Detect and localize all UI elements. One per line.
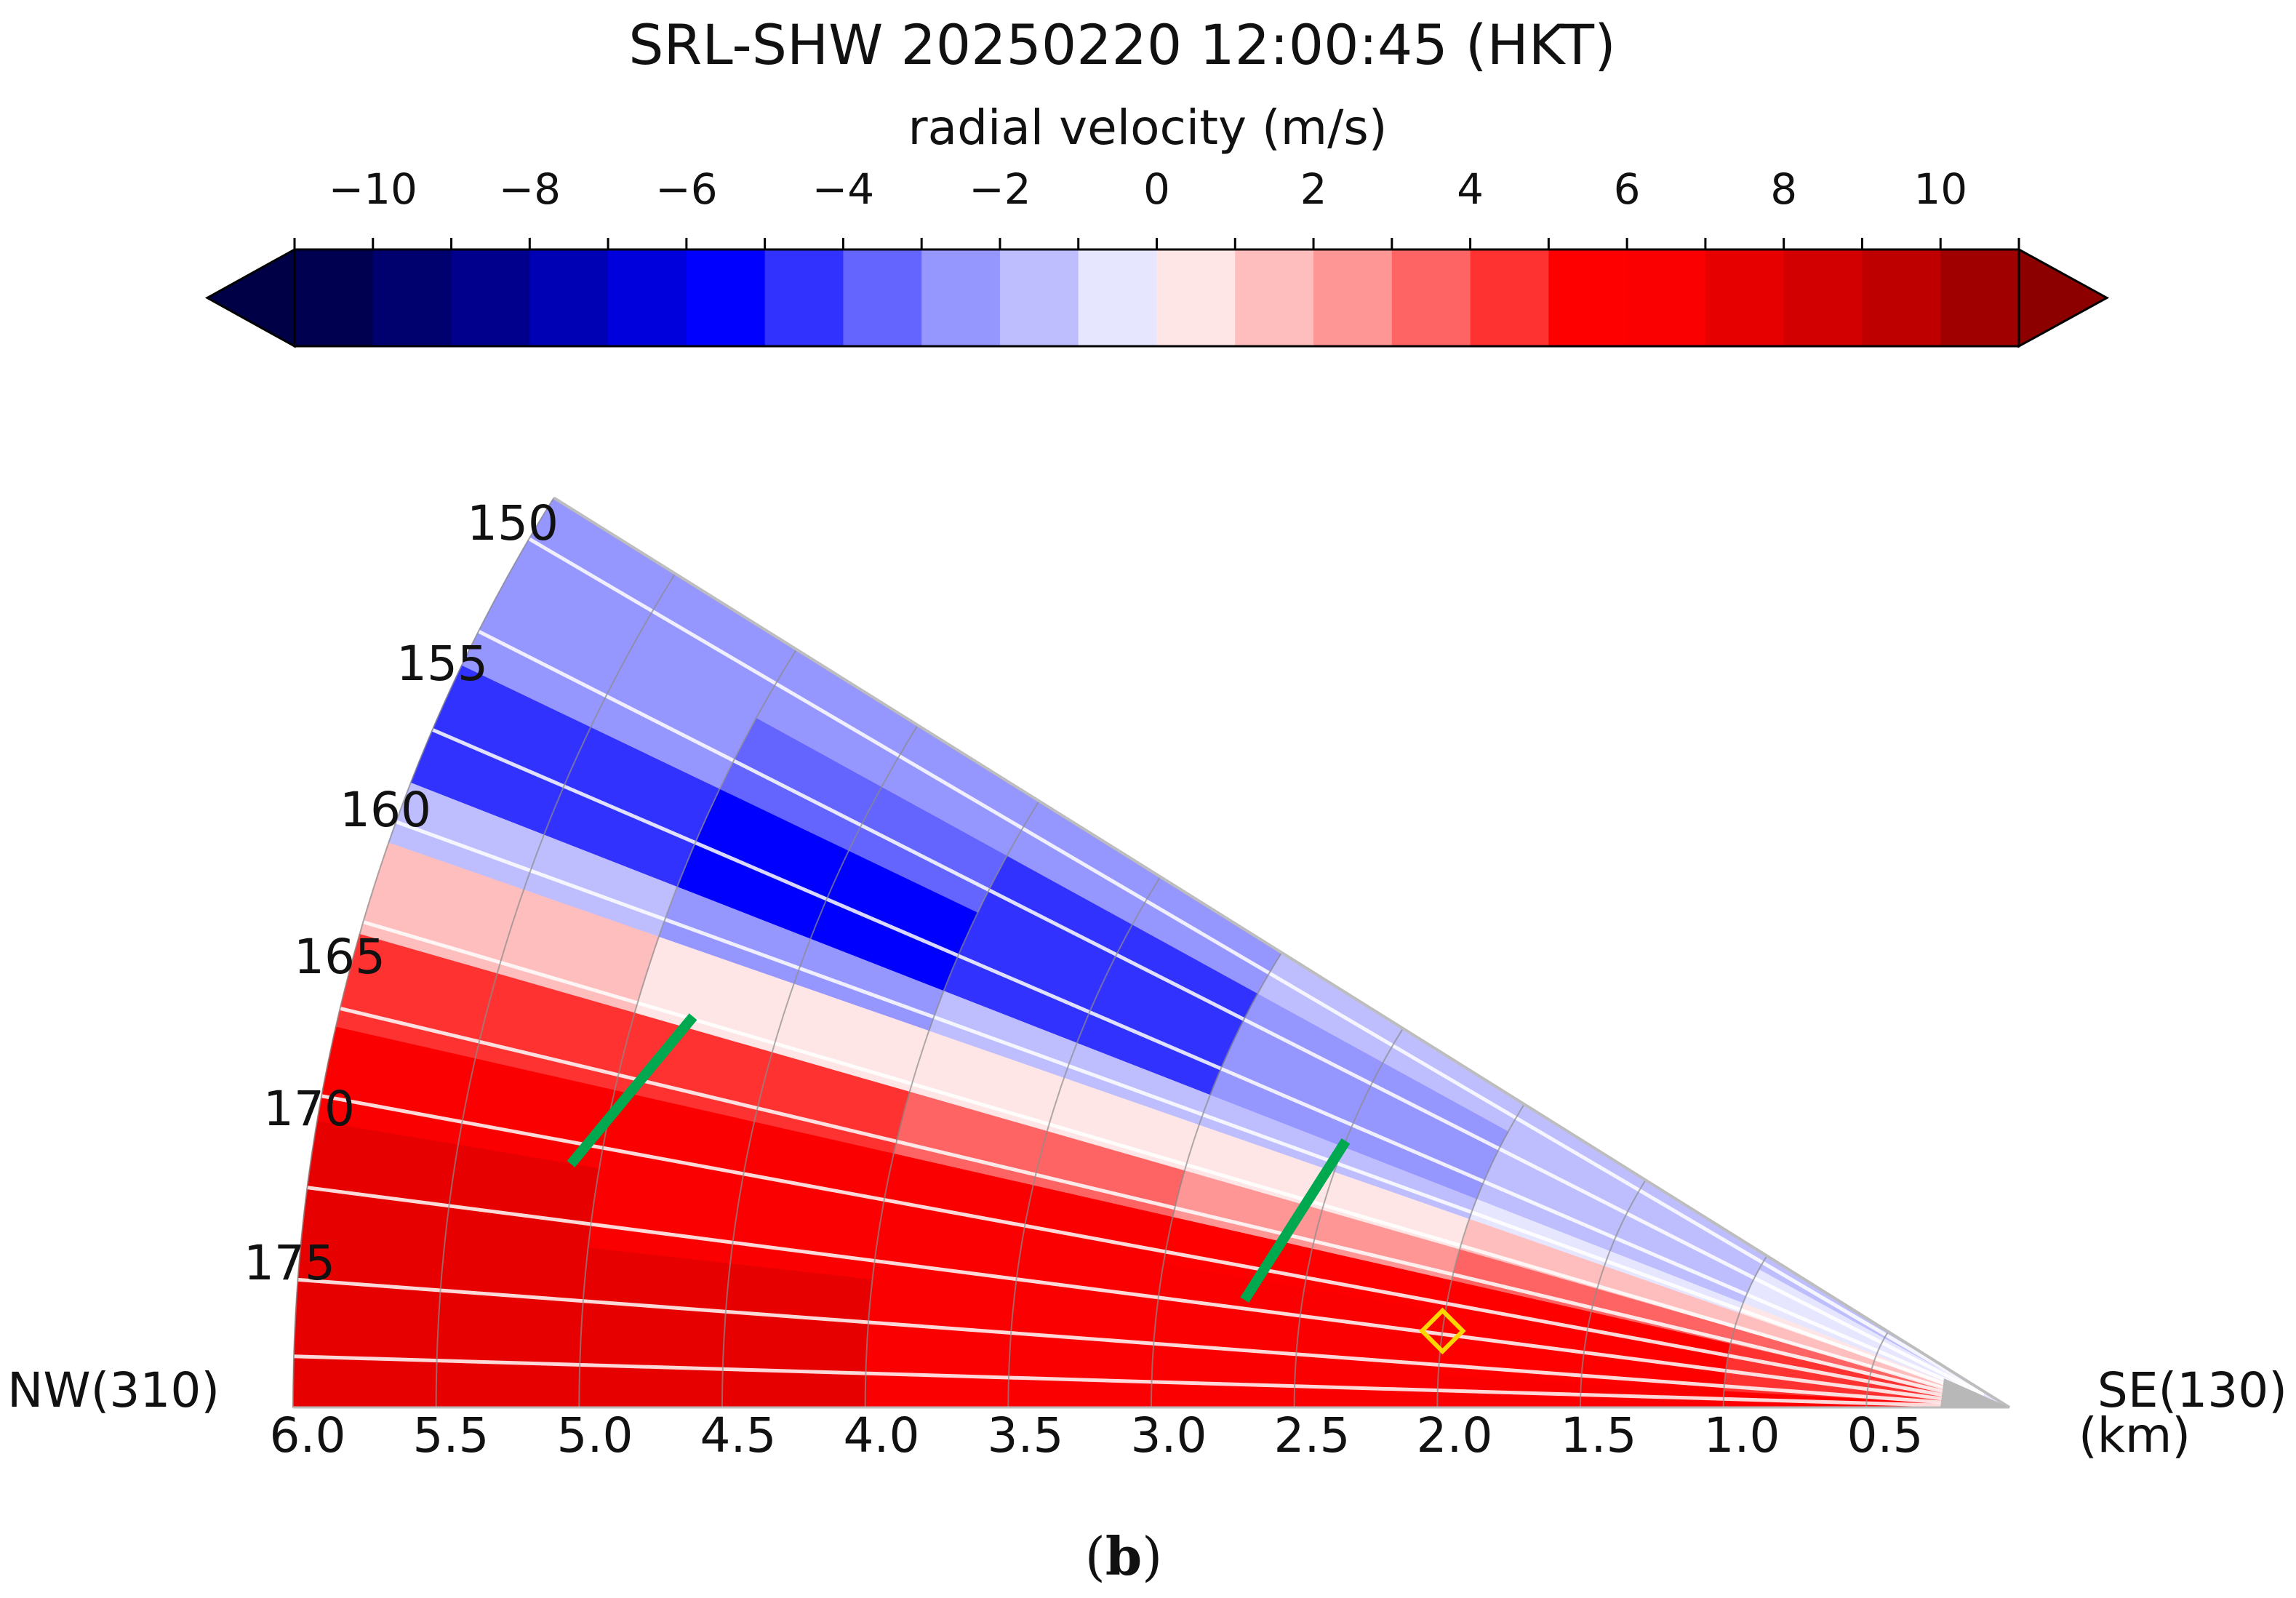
elevation-tick-label: 175: [244, 1235, 335, 1291]
colorbar-tick-label: 4: [1457, 164, 1484, 214]
range-grid: [292, 496, 2011, 1409]
annotations: [567, 1013, 1466, 1355]
scan-gap-line: [477, 629, 1985, 1397]
colorbar-tick-label: −2: [969, 164, 1031, 214]
panel-label-letter: b: [1105, 1525, 1142, 1587]
panel-label-close: ): [1142, 1526, 1162, 1587]
range-ring: [1007, 876, 1161, 1408]
scan-gap-line: [293, 1354, 1981, 1409]
range-ring: [1865, 1331, 1889, 1408]
range-tick-label: 3.0: [1131, 1407, 1207, 1463]
colorbar-bin: [764, 249, 844, 346]
range-ring: [1151, 952, 1283, 1408]
range-tick-label: 1.0: [1704, 1407, 1780, 1463]
colorbar: [204, 247, 2110, 348]
colorbar-tick-label: 0: [1143, 164, 1170, 214]
colorbar-label: radial velocity (m/s): [908, 100, 1388, 156]
elevation-tick-label: 155: [396, 636, 488, 692]
range-tick-label: 6.0: [270, 1407, 346, 1463]
range-tick-label: 2.5: [1274, 1407, 1351, 1463]
elevation-tick-label: 160: [340, 782, 431, 838]
range-ring: [721, 724, 919, 1408]
colorbar-tick-label: −10: [329, 164, 417, 214]
velocity-field: [292, 497, 2010, 1409]
range-tick-label: 0.5: [1847, 1407, 1924, 1463]
colorbar-bin: [921, 249, 1001, 346]
colorbar-bin: [1470, 249, 1550, 346]
colorbar-bin: [295, 249, 374, 346]
panel-label: (b): [1085, 1525, 1163, 1587]
axis-labels: 6.0 5.5 5.0 4.5 4.0 3.5 3.0 2.5 2.0 1.5 1.0 0.5 150 1…: [244, 495, 1923, 1463]
range-tick-label: 4.5: [700, 1407, 777, 1463]
range-unit-label: (km): [2079, 1407, 2191, 1463]
near-range-clutter: [1940, 1378, 2009, 1407]
colorbar-bin: [843, 249, 922, 346]
range-tick-label: 4.0: [844, 1407, 920, 1463]
colorbar-bin: [608, 249, 687, 346]
colorbar-bin: [1940, 249, 2020, 346]
elevation-tick-label: 170: [263, 1081, 355, 1137]
range-ring: [578, 649, 798, 1408]
range-ring: [292, 497, 555, 1408]
range-tick-label: 3.5: [988, 1407, 1064, 1463]
colorbar-tick-label: −4: [812, 164, 875, 214]
scan-gap-line: [307, 1186, 1982, 1406]
colorbar-bin: [1156, 249, 1236, 346]
colorbar-tick-label: 2: [1300, 164, 1327, 214]
colorbar-bin: [1862, 249, 1942, 346]
colorbar-bin: [1548, 249, 1628, 346]
scan-gap-line: [431, 727, 1984, 1398]
scan-gap-line: [297, 1277, 1981, 1407]
scan-gap-line: [321, 1094, 1982, 1405]
colorbar-extend-low: [204, 247, 296, 348]
colorbar-bin: [1313, 249, 1393, 346]
direction-label-left: NW(310): [7, 1362, 220, 1418]
colorbar-tick-label: 10: [1913, 164, 1967, 214]
colorbar-tick-label: 6: [1614, 164, 1641, 214]
elevation-tick-label: 165: [294, 929, 385, 985]
colorbar-bin: [1078, 249, 1158, 346]
colorbar-bin: [1235, 249, 1314, 346]
scan-gap-line: [340, 1007, 1983, 1403]
chart-title: SRL-SHW 20250220 12:00:45 (HKT): [628, 12, 1615, 77]
colorbar-bin: [1391, 249, 1471, 346]
colorbar-tick-label: −8: [499, 164, 561, 214]
range-ring: [1580, 1179, 1647, 1408]
sector-edge-top: [553, 496, 2011, 1409]
range-tick-label: 1.5: [1561, 1407, 1637, 1463]
range-tick-label: 2.0: [1417, 1407, 1493, 1463]
colorbar-extend-high: [2017, 247, 2110, 348]
colorbar-bin: [529, 249, 609, 346]
range-tick-label: 5.0: [557, 1407, 633, 1463]
panel-label-open: (: [1085, 1526, 1105, 1587]
colorbar-tick-label: −6: [655, 164, 718, 214]
range-ring: [1722, 1255, 1768, 1408]
direction-label-right: SE(130): [2097, 1362, 2287, 1418]
scan-gap-line: [395, 820, 1983, 1399]
scan-gap-line: [528, 537, 1986, 1395]
range-ring: [1293, 1028, 1404, 1408]
colorbar-bin: [1627, 249, 1706, 346]
range-ring: [435, 573, 676, 1408]
colorbar-bin: [451, 249, 531, 346]
range-ring: [1436, 1103, 1525, 1408]
colorbar-tick-label: 8: [1770, 164, 1797, 214]
colorbar-bin: [686, 249, 766, 346]
radar-sector-plot: 6.0 5.5 5.0 4.5 4.0 3.5 3.0 2.5 2.0 1.5 1.0 0.5 150 1…: [244, 495, 2011, 1463]
colorbar-bin: [1705, 249, 1785, 346]
range-ring: [864, 800, 1040, 1408]
annotation-green-line: [1240, 1138, 1351, 1303]
range-tick-label: 5.5: [413, 1407, 489, 1463]
elevation-tick-label: 150: [467, 495, 559, 551]
annotation-diamond-marker: [1419, 1307, 1466, 1355]
colorbar-bin: [372, 249, 452, 346]
colorbar-ticks: −10 −8 −6 −4 −2 0 2 4 6 8 10: [293, 164, 2020, 249]
colorbar-bin: [999, 249, 1079, 346]
colorbar-bin: [1783, 249, 1863, 346]
scan-gap-line: [362, 920, 1983, 1402]
annotation-green-line: [567, 1013, 697, 1167]
